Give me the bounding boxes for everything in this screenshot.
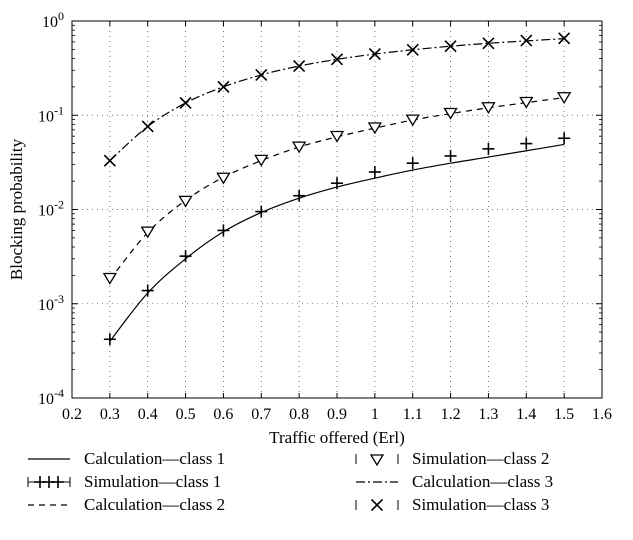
series-simulation-class-1-point xyxy=(103,333,116,346)
series-simulation-class-2-point xyxy=(291,141,307,154)
y-tick-label: 10-3 xyxy=(38,292,64,314)
x-tick-label: 0.3 xyxy=(100,406,120,423)
series-simulation-class-1 xyxy=(103,132,571,346)
series-simulation-class-2-point xyxy=(178,195,193,208)
legend-item: Calculation—class 2 xyxy=(28,495,225,514)
x-tick-label: 0.6 xyxy=(213,406,233,423)
legend-item: Simulation—class 2 xyxy=(355,449,549,468)
series-simulation-class-1-point xyxy=(520,137,533,150)
series-simulation-class-1-point xyxy=(179,250,192,263)
series-simulation-class-3-point xyxy=(217,80,230,93)
series-simulation-class-1-point xyxy=(217,224,230,237)
tick-layer xyxy=(71,20,603,399)
series-simulation-class-3-point xyxy=(406,43,419,56)
legend-label: Simulation—class 3 xyxy=(412,495,549,514)
series-simulation-class-2-point xyxy=(140,226,155,239)
x-tick-label: 1.6 xyxy=(592,406,612,423)
series-simulation-class-3-point xyxy=(179,96,192,110)
series-simulation-class-2-point xyxy=(102,272,118,285)
series-simulation-class-1-point xyxy=(293,189,306,202)
series-simulation-class-3-point xyxy=(368,47,381,61)
series-simulation-class-3-point xyxy=(444,40,457,53)
legend-label: Simulation—class 2 xyxy=(412,449,549,468)
y-tick-label: 10-4 xyxy=(38,386,64,408)
legend-item: Calculation—class 3 xyxy=(356,472,553,491)
x-tick-label: 1 xyxy=(371,406,379,423)
series-simulation-class-2-point xyxy=(329,130,345,143)
legend-label: Calculation—class 1 xyxy=(84,449,225,468)
x-tick-label: 0.8 xyxy=(289,406,309,423)
series-simulation-class-3-point xyxy=(141,120,154,133)
x-tick-label: 0.4 xyxy=(138,406,158,423)
legend-label: Calculation—class 3 xyxy=(412,472,553,491)
legend-item: Simulation—class 3 xyxy=(355,495,549,514)
series-simulation-class-3-point xyxy=(520,34,533,47)
series-simulation-class-2-point xyxy=(443,107,458,120)
grid xyxy=(72,21,602,398)
series-layer xyxy=(102,32,572,346)
series-simulation-class-1-point xyxy=(368,165,381,178)
series-simulation-class-3-point xyxy=(255,68,268,81)
series-simulation-class-2-point xyxy=(481,102,496,115)
series-simulation-class-1-point xyxy=(406,157,419,170)
series-simulation-class-3 xyxy=(103,32,571,167)
legend-item: Calculation—class 1 xyxy=(28,449,225,468)
x-tick-label: 1.1 xyxy=(403,406,423,423)
x-axis-label: Traffic offered (Erl) xyxy=(269,428,405,447)
series-simulation-class-2-point xyxy=(519,96,534,109)
y-axis-label: Blocking probability xyxy=(7,138,26,280)
series-simulation-class-2 xyxy=(102,92,572,285)
y-tick-labels: 100 10-1 10-2 10-3 10-4 xyxy=(38,9,64,408)
x-tick-label: 1.4 xyxy=(516,406,536,423)
x-tick-label: 1.3 xyxy=(478,406,498,423)
series-simulation-class-3-point xyxy=(103,154,116,167)
series-simulation-class-2-point xyxy=(367,122,383,135)
y-tick-label: 100 xyxy=(42,9,64,31)
y-tick-label: 10-1 xyxy=(38,103,64,125)
x-tick-label: 0.5 xyxy=(176,406,196,423)
series-simulation-class-2-point xyxy=(254,154,269,167)
series-simulation-class-1-point xyxy=(444,149,457,162)
legend-item: Simulation—class 1 xyxy=(27,472,221,491)
y-tick-label: 10-2 xyxy=(38,198,64,220)
series-simulation-class-2-point xyxy=(216,172,231,185)
series-simulation-class-3-point xyxy=(558,32,571,45)
series-simulation-class-1-point xyxy=(558,132,571,145)
series-simulation-class-1-point xyxy=(331,177,343,190)
series-simulation-class-3-point xyxy=(293,59,306,73)
series-simulation-class-2-point xyxy=(405,114,420,127)
x-tick-labels: 0.2 0.3 0.4 0.5 0.6 0.7 0.8 0.9 1 1.1 1.2 1.3 1.4 1.5… xyxy=(62,406,612,423)
legend: Calculation—class 1 Simulation—class 1 Cal… xyxy=(27,449,553,514)
x-tick-label: 1.2 xyxy=(441,406,461,423)
series-simulation-class-3-point xyxy=(330,53,344,66)
series-simulation-class-2-point xyxy=(556,92,572,105)
series-simulation-class-1-point xyxy=(141,284,154,297)
legend-marker xyxy=(369,454,385,467)
x-tick-label: 1.5 xyxy=(554,406,574,423)
series-simulation-class-3-point xyxy=(482,37,495,50)
x-tick-label: 0.9 xyxy=(327,406,347,423)
x-tick-label: 0.7 xyxy=(251,406,271,423)
series-simulation-class-1-point xyxy=(255,205,268,218)
x-tick-label: 0.2 xyxy=(62,406,82,423)
legend-label: Simulation—class 1 xyxy=(84,472,221,491)
legend-marker xyxy=(370,498,384,512)
series-simulation-class-1-point xyxy=(482,142,495,155)
legend-label: Calculation—class 2 xyxy=(84,495,225,514)
